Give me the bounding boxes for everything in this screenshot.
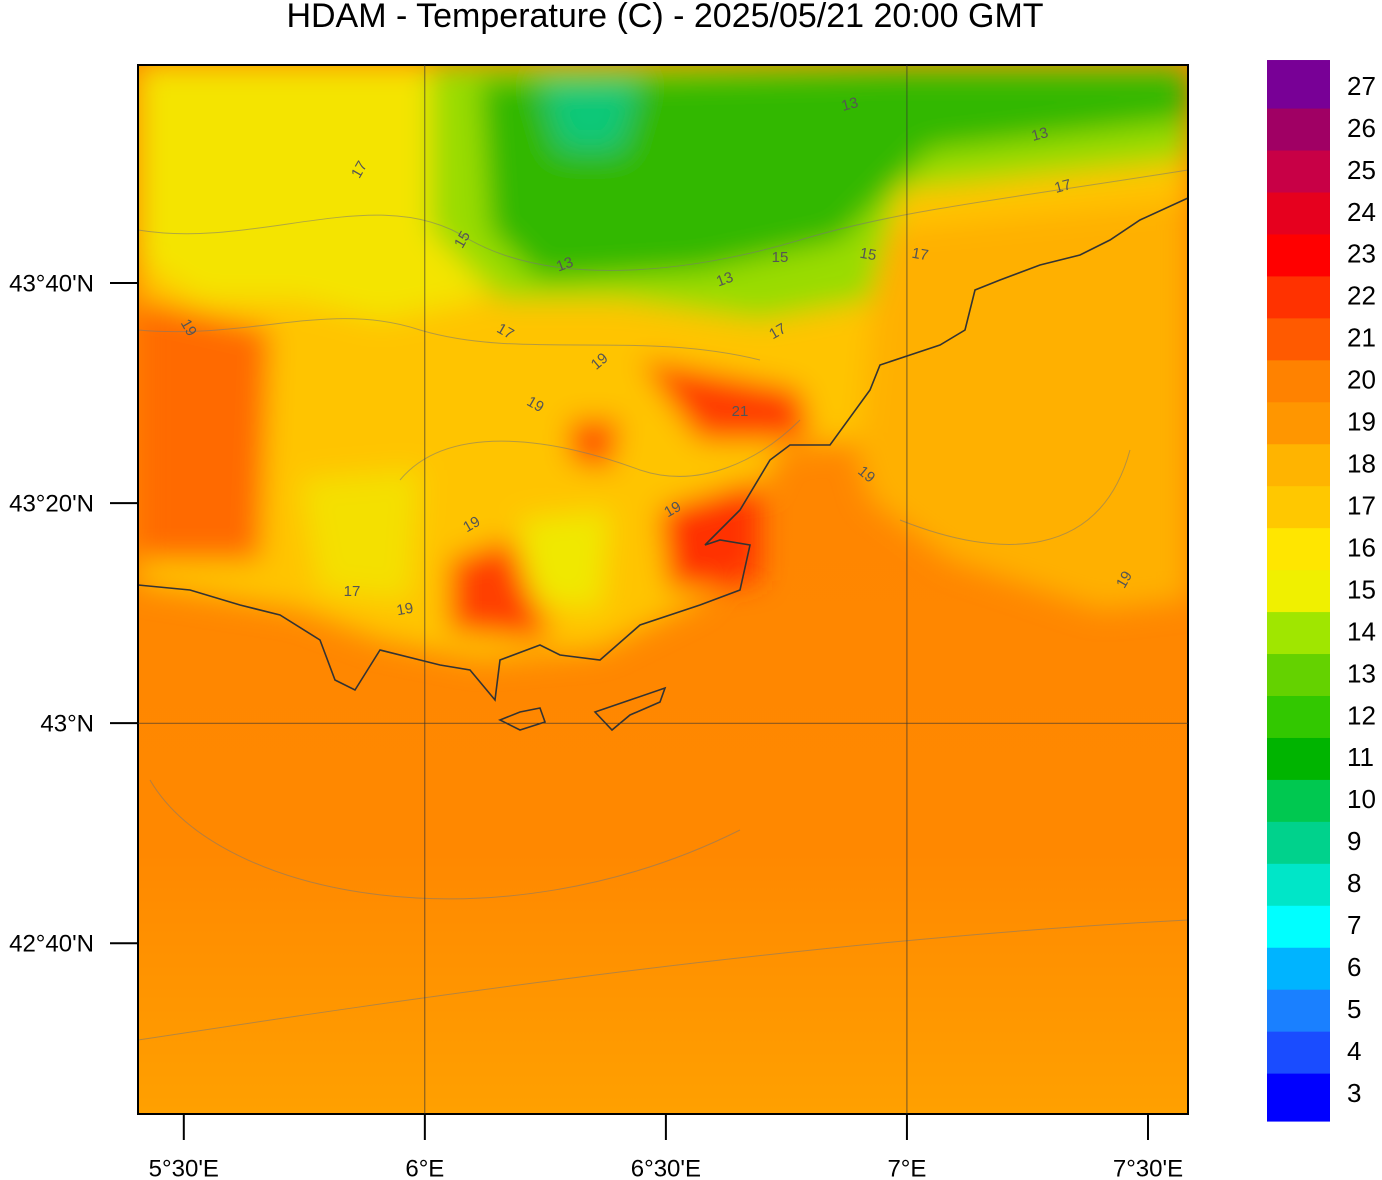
y-tick-label: 43°N [40, 711, 94, 738]
colorbar-swatch [1267, 443, 1330, 487]
contour-label: 17 [494, 320, 517, 343]
colorbar-label: 12 [1347, 700, 1376, 730]
contour-label: 17 [766, 320, 789, 343]
colorbar-label: 10 [1347, 784, 1376, 814]
colorbar-swatch [1267, 653, 1330, 696]
contour-label: 19 [524, 393, 547, 416]
colorbar-label: 19 [1347, 407, 1376, 437]
colorbar-label: 23 [1347, 239, 1376, 269]
y-tick-label: 43°40'N [9, 270, 94, 297]
x-tick-label: 6°30'E [631, 1155, 701, 1180]
colorbar-swatch [1267, 947, 1330, 990]
colorbar: 3 4 5 6 7 8 9 10 11 12 13 14 15 16 17 18 19 20 21 22 23 24 25 2… [1267, 60, 1376, 1122]
x-tick-label: 7°30'E [1113, 1155, 1183, 1180]
colorbar-label: 8 [1347, 868, 1361, 898]
title: HDAM - Temperature (C) - 2025/05/21 20:0… [286, 0, 1043, 35]
contour-label: 15 [772, 249, 789, 266]
colorbar-label: 17 [1347, 490, 1376, 520]
contour-label: 19 [1113, 568, 1136, 591]
colorbar-label: 16 [1347, 532, 1376, 562]
contour-label: 17 [348, 158, 371, 181]
colorbar-swatch [1267, 611, 1330, 655]
contour-label: 19 [177, 316, 200, 339]
x-tick-label: 7°E [887, 1155, 926, 1180]
colorbar-swatch [1267, 401, 1330, 445]
colorbar-label: 21 [1347, 323, 1376, 353]
colorbar-label: 13 [1347, 658, 1376, 688]
colorbar-swatch [1267, 1073, 1330, 1122]
colorbar-swatch [1267, 317, 1330, 361]
colorbar-label: 4 [1347, 1036, 1361, 1066]
contour-label: 13 [840, 94, 861, 115]
colorbar-swatch [1267, 1031, 1330, 1074]
colorbar-swatch [1267, 149, 1330, 193]
contour-label: 13 [714, 269, 735, 291]
contour-label: 19 [661, 498, 684, 521]
contour-label: 17 [1053, 176, 1074, 197]
contour-label: 15 [451, 228, 474, 251]
colorbar-label: 9 [1347, 826, 1361, 856]
colorbar-swatch [1267, 233, 1330, 277]
y-tick-label: 42°40'N [9, 931, 94, 958]
colorbar-label: 24 [1347, 197, 1376, 227]
colorbar-swatch [1267, 527, 1330, 571]
colorbar-label: 14 [1347, 616, 1376, 646]
contour-label: 13 [1030, 124, 1051, 145]
colorbar-label: 26 [1347, 113, 1376, 143]
colorbar-swatch [1267, 191, 1330, 235]
contour-label: 21 [732, 403, 749, 420]
colorbar-label: 20 [1347, 365, 1376, 395]
colorbar-swatch [1267, 695, 1330, 738]
contour-label: 19 [395, 600, 414, 620]
colorbar-swatch [1267, 485, 1330, 529]
colorbar-swatch [1267, 60, 1330, 109]
contour-labels: 17 15 13 13 15 15 17 13 13 17 19 17 17 19 19 21 19 19 19 17… [177, 94, 1136, 619]
colorbar-label: 3 [1347, 1078, 1361, 1108]
colorbar-label: 22 [1347, 281, 1376, 311]
colorbar-swatch [1267, 107, 1330, 151]
plot-frame [137, 64, 1189, 1115]
colorbar-swatch [1267, 989, 1330, 1032]
colorbar-swatch [1267, 275, 1330, 319]
contour-label: 17 [910, 245, 929, 265]
contour-label: 17 [344, 583, 361, 600]
colorbar-swatch [1267, 863, 1330, 906]
colorbar-swatch [1267, 779, 1330, 822]
colorbar-swatch [1267, 359, 1330, 403]
colorbar-label: 27 [1347, 71, 1376, 101]
temperature-field [138, 65, 1188, 1114]
contour-label: 19 [460, 513, 483, 536]
colorbar-swatch [1267, 569, 1330, 613]
colorbar-swatch [1267, 905, 1330, 948]
x-tick-label: 6°E [405, 1155, 444, 1180]
colorbar-label: 6 [1347, 952, 1361, 982]
colorbar-label: 18 [1347, 449, 1376, 479]
colorbar-label: 11 [1347, 742, 1374, 772]
contour-label: 15 [858, 245, 877, 265]
colorbar-label: 25 [1347, 155, 1376, 185]
contour-label: 13 [554, 254, 575, 276]
colorbar-swatch [1267, 821, 1330, 864]
colorbar-swatch [1267, 737, 1330, 780]
y-tick-label: 43°20'N [9, 490, 94, 517]
colorbar-label: 15 [1347, 574, 1376, 604]
x-tick-label: 5°30'E [149, 1155, 219, 1180]
colorbar-label: 7 [1347, 910, 1361, 940]
colorbar-label: 5 [1347, 994, 1361, 1024]
